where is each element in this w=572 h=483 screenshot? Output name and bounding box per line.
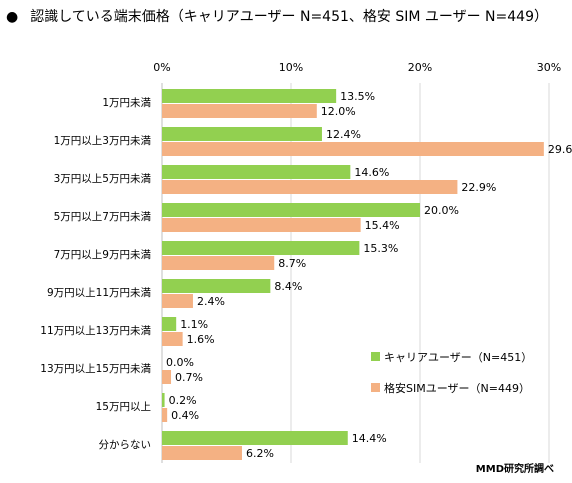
bar-mvno xyxy=(162,104,317,118)
data-label: 1.1% xyxy=(180,318,208,331)
data-label: 12.4% xyxy=(326,128,361,141)
x-tick-label: 10% xyxy=(279,61,303,74)
category-label: 分からない xyxy=(99,439,152,451)
bar-carrier xyxy=(162,393,165,407)
bar-mvno xyxy=(162,446,242,460)
source-credit: MMD研究所調べ xyxy=(475,464,554,475)
bar-carrier xyxy=(162,165,351,179)
legend-label: 格安SIMユーザー（N=449） xyxy=(384,381,530,395)
category-label: 3万円以上5万円未満 xyxy=(54,173,152,185)
data-label: 20.0% xyxy=(424,204,459,217)
bar-carrier xyxy=(162,279,271,293)
data-label: 22.9% xyxy=(461,181,496,194)
data-label: 15.3% xyxy=(363,242,398,255)
category-label: 9万円以上11万円未満 xyxy=(47,287,152,299)
data-label: 13.5% xyxy=(340,90,375,103)
category-label: 1万円以上3万円未満 xyxy=(54,135,152,147)
legend-swatch xyxy=(371,352,380,361)
data-label: 0.4% xyxy=(171,409,199,422)
data-label: 8.4% xyxy=(274,280,302,293)
bar-carrier xyxy=(162,317,177,331)
bar-mvno xyxy=(162,294,193,308)
data-label: 15.4% xyxy=(365,219,400,232)
legend-label: キャリアユーザー（N=451） xyxy=(384,351,532,364)
data-label: 2.4% xyxy=(197,295,225,308)
data-label: 8.7% xyxy=(278,257,306,270)
data-label: 0.2% xyxy=(169,394,197,407)
category-label: 7万円以上9万円未満 xyxy=(54,249,152,261)
category-label: 15万円以上 xyxy=(96,401,151,413)
bar-carrier xyxy=(162,203,420,217)
x-tick-label: 20% xyxy=(408,61,432,74)
bar-mvno xyxy=(162,370,172,384)
bar-mvno xyxy=(162,218,361,232)
legend-swatch xyxy=(371,383,380,392)
category-label: 13万円以上15万円未満 xyxy=(40,363,151,375)
bar-mvno xyxy=(162,142,544,156)
bullet-icon: ● xyxy=(6,9,19,25)
x-tick-label: 0% xyxy=(153,61,170,74)
bar-mvno xyxy=(162,180,458,194)
data-label: 12.0% xyxy=(321,105,356,118)
category-label: 11万円以上13万円未満 xyxy=(40,325,151,337)
bar-mvno xyxy=(162,408,168,422)
data-label: 14.4% xyxy=(352,432,387,445)
bar-carrier xyxy=(162,127,322,141)
data-label: 1.6% xyxy=(187,333,215,346)
x-tick-label: 30% xyxy=(537,61,561,74)
category-label: 1万円未満 xyxy=(102,97,151,109)
chart-title-text: 認識している端末価格（キャリアユーザー N=451、格安 SIM ユーザー N=… xyxy=(30,9,548,25)
data-label: 6.2% xyxy=(246,447,274,460)
bar-carrier xyxy=(162,89,337,103)
chart-title: ● 認識している端末価格（キャリアユーザー N=451、格安 SIM ユーザー N… xyxy=(6,6,548,26)
category-label: 5万円以上7万円未満 xyxy=(54,211,152,223)
data-label: 0.0% xyxy=(166,356,194,369)
bar-mvno xyxy=(162,256,275,270)
data-label: 29.6% xyxy=(548,143,572,156)
bar-carrier xyxy=(162,431,348,445)
bar-mvno xyxy=(162,332,183,346)
data-label: 14.6% xyxy=(354,166,389,179)
bar-carrier xyxy=(162,241,360,255)
data-label: 0.7% xyxy=(175,371,203,384)
